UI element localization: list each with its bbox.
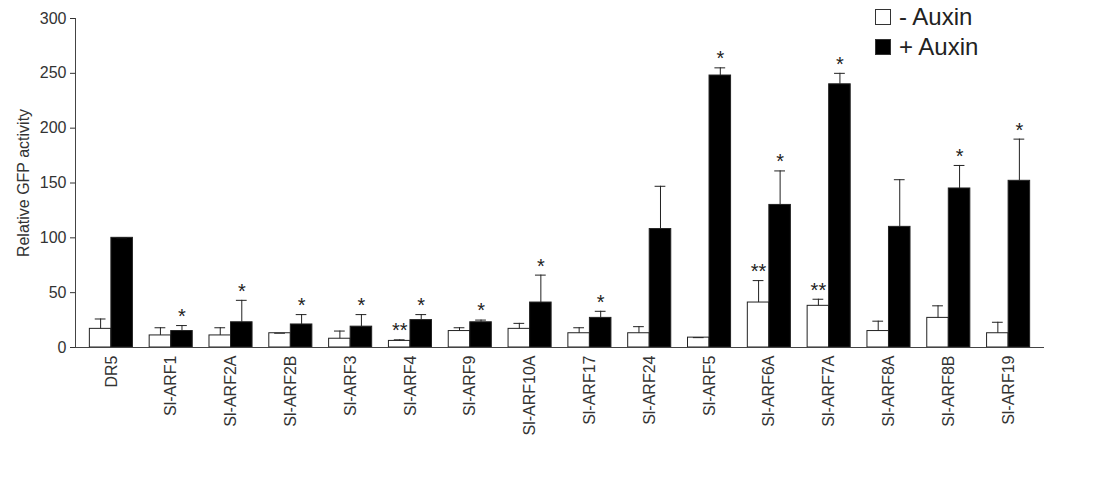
svg-text:Sl-ARF9: Sl-ARF9 [461, 355, 478, 416]
svg-text:*: * [956, 145, 964, 167]
html-text:+ Auxin: + Auxin [899, 33, 979, 60]
svg-text:100: 100 [40, 229, 67, 246]
svg-text:200: 200 [40, 119, 67, 136]
svg-text:Sl-ARF1: Sl-ARF1 [162, 355, 179, 416]
svg-text:Sl-ARF2A: Sl-ARF2A [222, 355, 239, 426]
svg-text:Relative GFP activity: Relative GFP activity [15, 109, 32, 257]
svg-text:Sl-ARF5: Sl-ARF5 [701, 355, 718, 416]
svg-text:Sl-ARF4: Sl-ARF4 [402, 355, 419, 416]
svg-text:*: * [716, 47, 724, 69]
svg-text:300: 300 [40, 10, 67, 27]
svg-text:Sl-ARF2B: Sl-ARF2B [282, 356, 299, 427]
svg-text:Sl-ARF8B: Sl-ARF8B [940, 356, 957, 427]
svg-text:*: * [1015, 119, 1023, 141]
svg-text:DR5: DR5 [103, 355, 120, 387]
svg-text:*: * [597, 291, 605, 313]
svg-text:Sl-ARF10A: Sl-ARF10A [521, 355, 538, 435]
svg-text:Sl-ARF8A: Sl-ARF8A [880, 355, 897, 426]
svg-text:250: 250 [40, 64, 67, 81]
svg-text:Sl-ARF6A: Sl-ARF6A [760, 355, 777, 426]
svg-text:*: * [477, 299, 485, 321]
svg-text:*: * [776, 150, 784, 172]
svg-text:*: * [836, 53, 844, 75]
svg-text:*: * [238, 280, 246, 302]
svg-text:Sl-ARF7A: Sl-ARF7A [820, 355, 837, 426]
svg-text:**: ** [811, 279, 827, 301]
svg-text:Sl-ARF19: Sl-ARF19 [1000, 355, 1017, 424]
svg-text:*: * [417, 294, 425, 316]
svg-text:Sl-ARF24: Sl-ARF24 [641, 355, 658, 424]
svg-text:Sl-ARF3: Sl-ARF3 [342, 355, 359, 416]
svg-text:*: * [537, 255, 545, 277]
svg-text:Sl-ARF17: Sl-ARF17 [581, 355, 598, 424]
svg-text:150: 150 [40, 174, 67, 191]
svg-text:*: * [178, 305, 186, 327]
svg-text:*: * [358, 294, 366, 316]
svg-text:*: * [298, 294, 306, 316]
svg-text:**: ** [751, 260, 767, 282]
svg-text:50: 50 [49, 284, 67, 301]
svg-text:0: 0 [58, 339, 67, 356]
svg-text:**: ** [392, 319, 408, 341]
html-text:- Auxin: - Auxin [899, 3, 973, 30]
